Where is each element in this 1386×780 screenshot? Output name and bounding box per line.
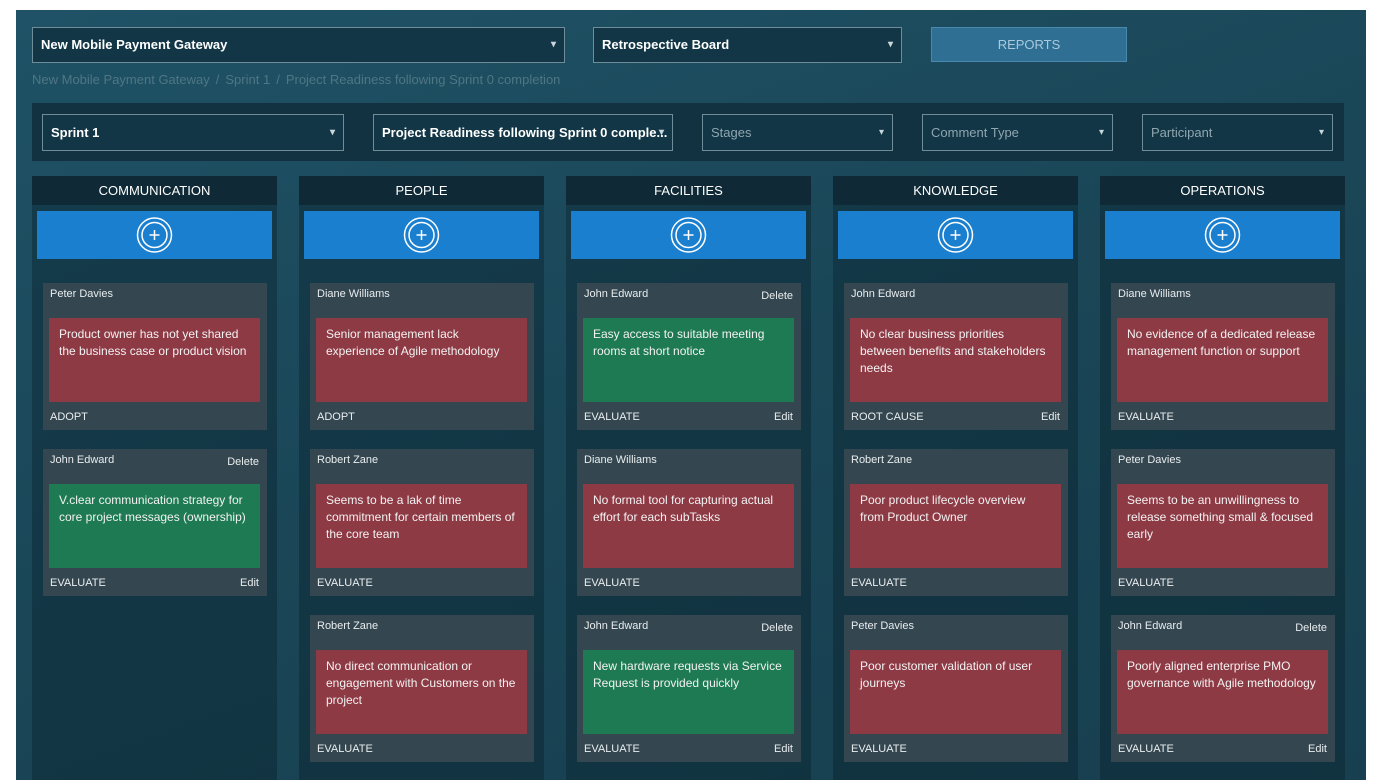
reports-button[interactable]: REPORTS — [931, 27, 1127, 62]
card-author: Robert Zane — [317, 620, 379, 632]
column-title: COMMUNICATION — [32, 176, 277, 205]
card-type: EVALUATE — [317, 743, 373, 755]
column-title: OPERATIONS — [1100, 176, 1345, 205]
card-body: New hardware requests via Service Reques… — [583, 650, 794, 734]
plus-icon — [403, 217, 440, 253]
edit-link[interactable]: Edit — [774, 411, 793, 423]
breadcrumb-item[interactable]: New Mobile Payment Gateway — [32, 72, 210, 87]
card-author: Robert Zane — [851, 454, 913, 466]
card-body: Seems to be an unwillingness to release … — [1117, 484, 1328, 568]
card-author: Peter Davies — [1118, 454, 1181, 466]
filter-select[interactable]: Comment Type — [922, 114, 1113, 151]
card-type: EVALUATE — [851, 577, 907, 589]
plus-icon — [937, 217, 974, 253]
plus-icon — [670, 217, 707, 253]
card-type: ADOPT — [50, 411, 88, 423]
card-author: Robert Zane — [317, 454, 379, 466]
card-type: EVALUATE — [851, 743, 907, 755]
card-author: Diane Williams — [584, 454, 657, 466]
breadcrumb-separator: / — [215, 72, 220, 87]
filter-select[interactable]: Sprint 1 — [42, 114, 344, 151]
breadcrumb: New Mobile Payment Gateway / Sprint 1 / Proj… — [32, 72, 566, 87]
card-author: John Edward — [851, 288, 916, 300]
card-type: EVALUATE — [317, 577, 373, 589]
card-body: Easy access to suitable meeting rooms at… — [583, 318, 794, 402]
card-author: John Edward — [1118, 620, 1183, 632]
card-author: Diane Williams — [317, 288, 390, 300]
card-type: EVALUATE — [1118, 743, 1174, 755]
card-body: Product owner has not yet shared the bus… — [49, 318, 260, 402]
card-author: John Edward — [584, 288, 649, 300]
card-body: No direct communication or engagement wi… — [316, 650, 527, 734]
card-type: ADOPT — [317, 411, 355, 423]
card-author: Diane Williams — [1118, 288, 1191, 300]
card-body: Poorly aligned enterprise PMO governance… — [1117, 650, 1328, 734]
card-body: V.clear communication strategy for core … — [49, 484, 260, 568]
edit-link[interactable]: Edit — [774, 743, 793, 755]
card-body: Senior management lack experience of Agi… — [316, 318, 527, 402]
card-author: Peter Davies — [50, 288, 113, 300]
column-title: KNOWLEDGE — [833, 176, 1078, 205]
card-type: EVALUATE — [1118, 577, 1174, 589]
delete-link[interactable]: Delete — [761, 622, 793, 634]
edit-link[interactable]: Edit — [1308, 743, 1327, 755]
breadcrumb-separator: / — [276, 72, 280, 87]
delete-link[interactable]: Delete — [1295, 622, 1327, 634]
plus-icon — [1204, 217, 1241, 253]
filter-select[interactable]: Stages — [702, 114, 893, 151]
edit-link[interactable]: Edit — [1041, 411, 1060, 423]
card-type: EVALUATE — [1118, 411, 1174, 423]
card-type: EVALUATE — [584, 411, 640, 423]
delete-link[interactable]: Delete — [227, 456, 259, 468]
add-card-button[interactable] — [838, 211, 1073, 259]
add-card-button[interactable] — [571, 211, 806, 259]
app-panel: New Mobile Payment Gateway Retrospective… — [16, 10, 1366, 780]
card-type: EVALUATE — [50, 577, 106, 589]
breadcrumb-item[interactable]: Project Readiness following Sprint 0 com… — [285, 72, 561, 87]
card-type: EVALUATE — [584, 743, 640, 755]
card-type: ROOT CAUSE — [851, 411, 924, 423]
card-body: No clear business priorities between ben… — [850, 318, 1061, 402]
card-type: EVALUATE — [584, 577, 640, 589]
project-select[interactable]: New Mobile Payment Gateway — [32, 27, 565, 63]
card-body: Poor product lifecycle overview from Pro… — [850, 484, 1061, 568]
column-title: PEOPLE — [299, 176, 544, 205]
edit-link[interactable]: Edit — [240, 577, 259, 589]
column-title: FACILITIES — [566, 176, 811, 205]
card-author: Peter Davies — [851, 620, 914, 632]
card-body: No evidence of a dedicated release manag… — [1117, 318, 1328, 402]
card-author: John Edward — [50, 454, 115, 466]
card-body: Seems to be a lak of time commitment for… — [316, 484, 527, 568]
card-body: No formal tool for capturing actual effo… — [583, 484, 794, 568]
delete-link[interactable]: Delete — [761, 290, 793, 302]
card-author: John Edward — [584, 620, 649, 632]
add-card-button[interactable] — [37, 211, 272, 259]
add-card-button[interactable] — [1105, 211, 1340, 259]
filter-select[interactable]: Participant — [1142, 114, 1333, 151]
plus-icon — [136, 217, 173, 253]
filter-select[interactable]: Project Readiness following Sprint 0 com… — [373, 114, 673, 151]
add-card-button[interactable] — [304, 211, 539, 259]
card-body: Poor customer validation of user journey… — [850, 650, 1061, 734]
breadcrumb-item[interactable]: Sprint 1 — [225, 72, 271, 87]
board-select[interactable]: Retrospective Board — [593, 27, 902, 63]
